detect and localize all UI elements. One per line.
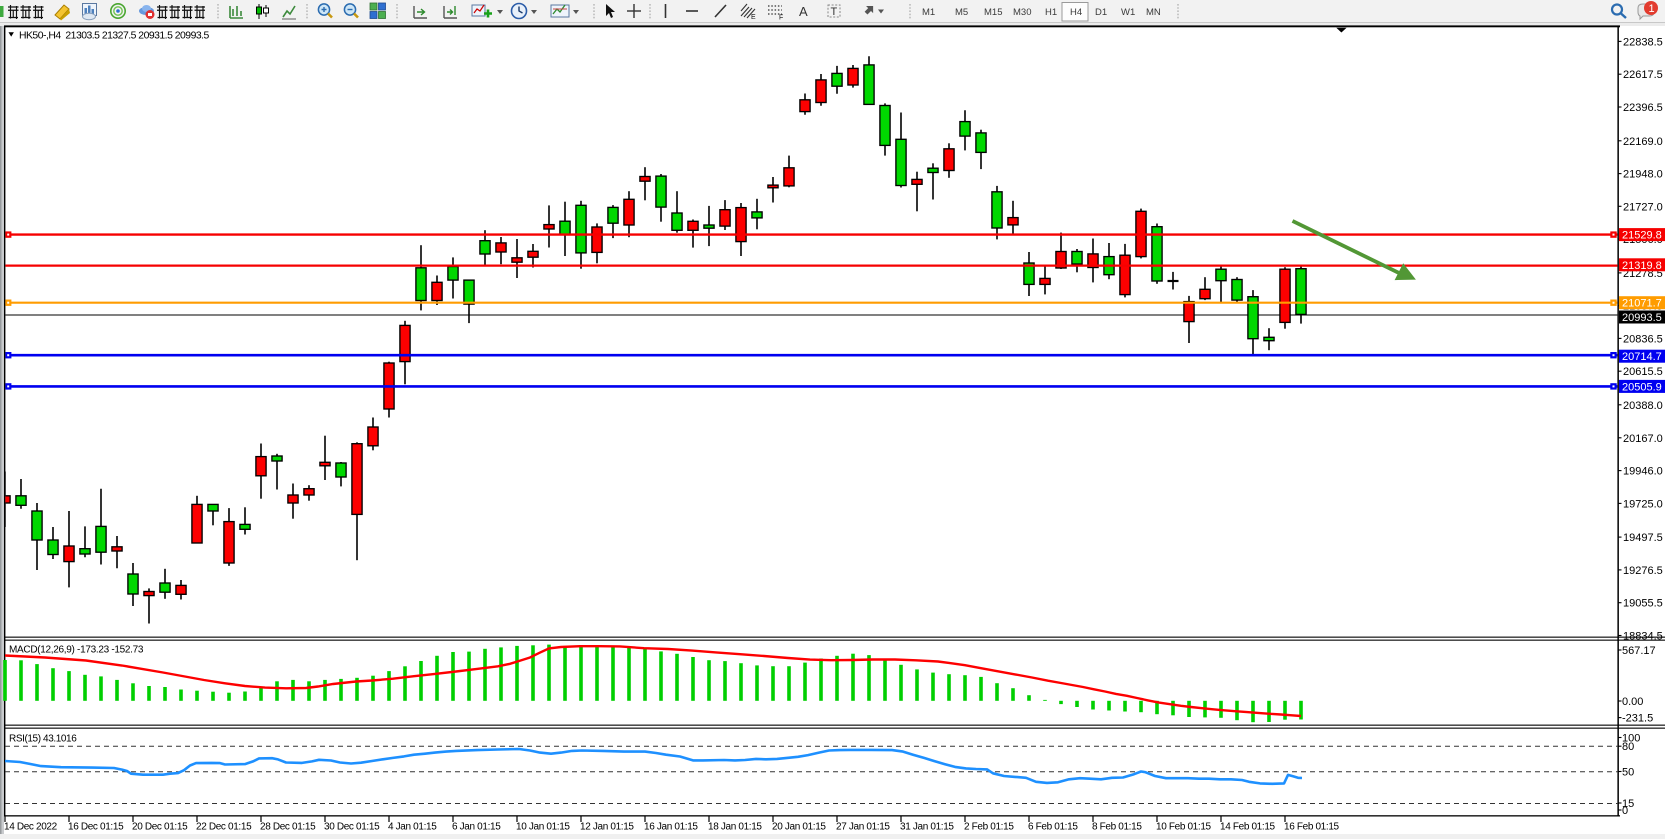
svg-text:W1: W1 (1121, 7, 1135, 18)
svg-text:14 Dec 2022: 14 Dec 2022 (4, 822, 58, 833)
svg-text:19276.5: 19276.5 (1623, 565, 1663, 577)
svg-text:MN: MN (1146, 7, 1161, 18)
svg-text:4 Jan 01:15: 4 Jan 01:15 (388, 822, 437, 833)
svg-text:19055.5: 19055.5 (1623, 598, 1663, 610)
svg-text:14 Feb 01:15: 14 Feb 01:15 (1220, 822, 1276, 833)
svg-text:20714.7: 20714.7 (1622, 351, 1662, 363)
svg-text:16 Jan 01:15: 16 Jan 01:15 (644, 822, 698, 833)
svg-text:18 Jan 01:15: 18 Jan 01:15 (708, 822, 762, 833)
svg-text:19497.5: 19497.5 (1623, 532, 1663, 544)
svg-text:20993.5: 20993.5 (1622, 312, 1662, 324)
svg-text:22169.0: 22169.0 (1623, 136, 1663, 148)
svg-text:16 Feb 01:15: 16 Feb 01:15 (1284, 822, 1340, 833)
svg-text:31 Jan 01:15: 31 Jan 01:15 (900, 822, 954, 833)
svg-text:T: T (831, 6, 838, 18)
svg-text:8 Feb 01:15: 8 Feb 01:15 (1092, 822, 1142, 833)
svg-text:16 Dec 01:15: 16 Dec 01:15 (68, 822, 124, 833)
svg-text:30 Dec 01:15: 30 Dec 01:15 (324, 822, 380, 833)
svg-text:21529.8: 21529.8 (1622, 230, 1662, 242)
svg-text:F: F (779, 15, 783, 22)
svg-text:80: 80 (1622, 741, 1634, 753)
svg-text:20615.5: 20615.5 (1623, 366, 1663, 378)
svg-text:100: 100 (1622, 733, 1640, 745)
svg-text:21319.8: 21319.8 (1622, 260, 1662, 272)
svg-text:27 Jan 01:15: 27 Jan 01:15 (836, 822, 890, 833)
svg-text:H4: H4 (1070, 7, 1082, 18)
svg-text:21071.7: 21071.7 (1622, 298, 1662, 310)
svg-text:6 Jan 01:15: 6 Jan 01:15 (452, 822, 501, 833)
svg-text:19725.0: 19725.0 (1623, 498, 1663, 510)
svg-text:20 Dec 01:15: 20 Dec 01:15 (132, 822, 188, 833)
svg-text:6 Feb 01:15: 6 Feb 01:15 (1028, 822, 1078, 833)
svg-text:28 Dec 01:15: 28 Dec 01:15 (260, 822, 316, 833)
svg-text:A: A (799, 4, 808, 19)
svg-text:19946.0: 19946.0 (1623, 466, 1663, 478)
svg-text:21948.0: 21948.0 (1623, 169, 1663, 181)
svg-text:0: 0 (1622, 805, 1628, 817)
svg-text:HK50-,H4 21303.5 21327.5 2093: HK50-,H4 21303.5 21327.5 20931.5 20993.5 (19, 31, 210, 42)
svg-text:22617.5: 22617.5 (1623, 69, 1663, 81)
svg-text:22838.5: 22838.5 (1623, 36, 1663, 48)
svg-text:12 Jan 01:15: 12 Jan 01:15 (580, 822, 634, 833)
svg-text:-231.5: -231.5 (1622, 713, 1653, 725)
svg-text:2 Feb 01:15: 2 Feb 01:15 (964, 822, 1014, 833)
svg-text:22396.5: 22396.5 (1623, 102, 1663, 114)
svg-text:15: 15 (1622, 798, 1634, 810)
svg-text:M15: M15 (984, 7, 1002, 18)
svg-text:567.17: 567.17 (1622, 645, 1656, 657)
svg-text:20388.0: 20388.0 (1623, 400, 1663, 412)
svg-text:E: E (751, 14, 756, 21)
svg-text:20167.0: 20167.0 (1623, 433, 1663, 445)
svg-text:20505.9: 20505.9 (1622, 381, 1662, 393)
svg-text:50: 50 (1622, 767, 1634, 779)
svg-text:10 Jan 01:15: 10 Jan 01:15 (516, 822, 570, 833)
svg-text:RSI(15) 43.1016: RSI(15) 43.1016 (9, 734, 77, 745)
svg-text:M5: M5 (955, 7, 968, 18)
svg-text:21727.0: 21727.0 (1623, 201, 1663, 213)
svg-text:M1: M1 (922, 7, 935, 18)
svg-text:0.00: 0.00 (1622, 696, 1643, 708)
svg-text:20836.5: 20836.5 (1623, 333, 1663, 345)
svg-text:M30: M30 (1013, 7, 1031, 18)
svg-text:20 Jan 01:15: 20 Jan 01:15 (772, 822, 826, 833)
svg-text:D1: D1 (1095, 7, 1107, 18)
svg-text:H1: H1 (1045, 7, 1057, 18)
svg-text:1: 1 (1649, 3, 1655, 15)
svg-text:MACD(12,26,9) -173.23 -152.73: MACD(12,26,9) -173.23 -152.73 (9, 645, 144, 656)
svg-text:18834.5: 18834.5 (1623, 631, 1663, 643)
svg-text:22 Dec 01:15: 22 Dec 01:15 (196, 822, 252, 833)
svg-text:10 Feb 01:15: 10 Feb 01:15 (1156, 822, 1212, 833)
